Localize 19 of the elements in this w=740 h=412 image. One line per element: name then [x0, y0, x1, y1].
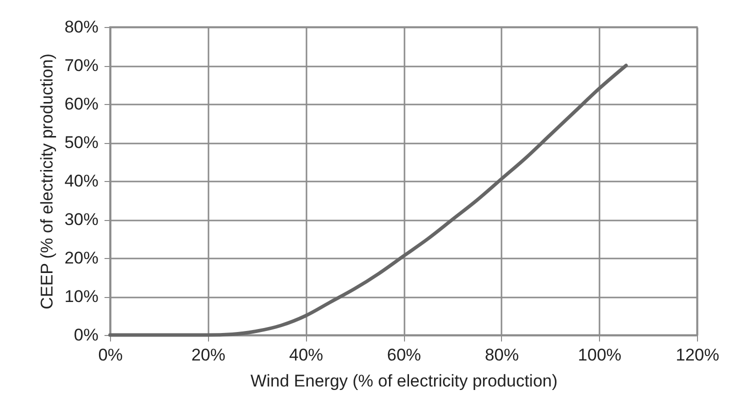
- y-tick-label: 60%: [64, 94, 98, 114]
- y-tick-label: 50%: [64, 133, 98, 152]
- y-axis-title: CEEP (% of electricity production): [37, 54, 56, 310]
- y-tick-label: 0%: [74, 326, 98, 344]
- y-tick-label: 20%: [64, 248, 98, 268]
- x-tick-label: 20%: [191, 346, 226, 364]
- y-tick-label: 10%: [64, 287, 98, 306]
- x-tick-label: 100%: [578, 346, 622, 364]
- x-tick-label: 120%: [676, 346, 720, 364]
- x-tick-label: 0%: [98, 346, 123, 364]
- y-tick-label: 80%: [64, 18, 98, 36]
- x-tick-label: 40%: [289, 346, 324, 364]
- x-tick-label: 80%: [484, 346, 519, 364]
- x-tick-label: 60%: [386, 346, 422, 364]
- y-tick-label: 30%: [64, 210, 98, 229]
- y-tick-label: 70%: [64, 56, 98, 75]
- y-tick-label: 40%: [64, 172, 98, 190]
- x-axis-title: Wind Energy (% of electricity production): [250, 372, 558, 390]
- line-series: [108, 64, 628, 337]
